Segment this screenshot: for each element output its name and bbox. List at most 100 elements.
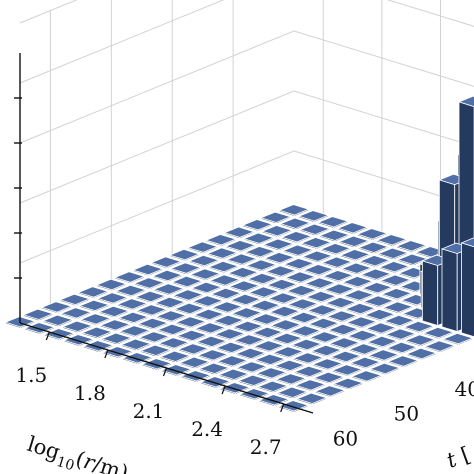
x-tick — [104, 349, 109, 359]
bar-top-face — [319, 243, 352, 255]
bar — [216, 355, 249, 368]
bar-top-face — [267, 292, 300, 304]
bar-top-face — [173, 302, 206, 315]
y-tick-label: 40 — [454, 377, 474, 401]
bar-top-face — [457, 95, 474, 107]
bar-top-face — [248, 286, 280, 298]
bar-top-face — [273, 359, 306, 372]
bar — [384, 328, 417, 342]
bar — [176, 329, 208, 343]
bar — [270, 319, 302, 332]
bar-top-face — [338, 235, 370, 247]
bar — [207, 260, 240, 274]
bar-top-face — [382, 301, 414, 313]
bar-top-face — [171, 275, 203, 288]
bar-top-face — [81, 326, 113, 338]
bar-top-face — [180, 370, 212, 382]
bar-front-face — [461, 242, 474, 338]
bar-top-face — [188, 254, 220, 267]
bar — [139, 344, 172, 358]
bar-top-face — [178, 356, 211, 368]
bar — [250, 313, 283, 326]
bar-top-face — [272, 346, 305, 358]
bar — [292, 352, 324, 365]
bar-top-face — [245, 259, 278, 271]
bar — [346, 329, 379, 343]
bar — [340, 262, 373, 276]
x-tick-label: 1.5 — [15, 363, 47, 387]
bar — [263, 252, 296, 265]
bar — [272, 346, 305, 359]
bar — [134, 290, 167, 304]
bar-top-face — [215, 341, 247, 354]
bar-top-face — [254, 353, 286, 366]
bar — [336, 222, 369, 235]
bar — [206, 247, 238, 261]
bar-top-face — [133, 277, 165, 289]
bar-top-face — [277, 400, 310, 412]
bar — [242, 232, 275, 246]
bar — [357, 241, 390, 255]
bar-top-face — [290, 338, 323, 351]
bar — [195, 335, 228, 349]
bar-top-face — [120, 338, 152, 350]
bar-top-face — [250, 313, 283, 325]
bar — [118, 325, 151, 338]
bar — [261, 225, 293, 238]
bar — [246, 272, 279, 286]
bar — [205, 234, 237, 247]
bar — [116, 298, 148, 311]
bar-top-face — [306, 304, 339, 316]
bar — [245, 259, 278, 273]
bar-top-face — [356, 228, 388, 240]
bar-top-face — [361, 282, 393, 294]
bar — [329, 350, 362, 364]
bar — [386, 341, 418, 355]
bar — [172, 289, 204, 302]
bar — [233, 334, 266, 347]
bar-top-face — [324, 296, 357, 309]
bar — [312, 371, 345, 385]
bar — [255, 367, 288, 380]
bar-top-face — [271, 332, 303, 345]
bar — [319, 243, 352, 256]
bar-front-face — [441, 248, 458, 333]
bar — [138, 331, 170, 344]
bar — [248, 286, 280, 300]
bar-top-face — [212, 314, 245, 327]
bar-top-face — [225, 253, 258, 265]
bar — [276, 386, 308, 400]
bar-top-face — [198, 362, 230, 374]
bar-top-face — [118, 325, 151, 337]
bar — [215, 341, 247, 355]
bar-top-face — [360, 268, 392, 280]
bar-top-face — [283, 258, 315, 270]
bar-top-face — [270, 319, 302, 331]
bar — [251, 326, 284, 340]
x-axis-title: log10(r/m) — [23, 432, 131, 474]
bar — [117, 311, 150, 325]
bar-top-face — [307, 317, 340, 330]
bar-top-face — [43, 328, 75, 340]
bar — [42, 314, 74, 328]
bar — [362, 295, 395, 309]
bar — [345, 316, 378, 330]
bar-top-face — [168, 248, 201, 261]
bar — [283, 258, 315, 271]
bar-top-face — [216, 355, 249, 367]
bar-top-face — [323, 283, 356, 295]
bar-top-face — [363, 308, 396, 321]
bar-top-face — [205, 234, 237, 246]
bar — [77, 286, 109, 299]
bar-top-face — [234, 347, 267, 360]
bar-top-face — [339, 249, 371, 261]
bar — [278, 204, 310, 217]
bar-top-face — [217, 368, 250, 380]
bar-front-face — [421, 260, 439, 327]
bar-top-face — [369, 362, 401, 375]
bar — [157, 337, 190, 350]
bar-top-face — [266, 278, 298, 291]
bar — [267, 292, 300, 306]
bar-top-face — [113, 271, 146, 283]
bar — [244, 246, 276, 259]
